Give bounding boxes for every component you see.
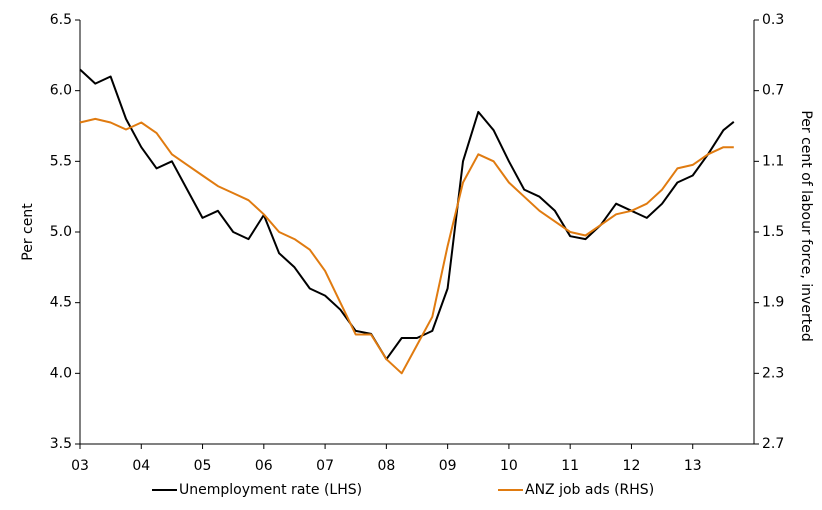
x-tick-label: 11 [561, 458, 579, 474]
x-tick-label: 13 [684, 458, 702, 474]
y2-axis-label: Per cent of labour force, inverted [798, 110, 814, 341]
x-tick-label: 06 [255, 458, 273, 474]
y2-tick-label: 1.9 [762, 295, 784, 311]
y2-tick-label: 2.7 [762, 436, 784, 452]
y-tick-label: 5.0 [50, 224, 72, 240]
x-tick-label: 07 [316, 458, 334, 474]
x-tick-label: 09 [439, 458, 457, 474]
x-tick-label: 08 [377, 458, 395, 474]
line-series [79, 68, 735, 361]
y2-tick-label: 2.3 [762, 365, 784, 381]
y2-tick-label: 0.3 [762, 12, 784, 28]
x-tick-label: 04 [132, 458, 150, 474]
y-tick-label: 5.5 [50, 153, 72, 169]
line-series [79, 117, 734, 375]
legend-label: ANZ job ads (RHS) [525, 482, 654, 498]
y-tick-label: 3.5 [50, 436, 72, 452]
x-tick-label: 12 [623, 458, 641, 474]
y-tick-label: 6.5 [50, 12, 72, 28]
x-tick-label: 10 [500, 458, 518, 474]
legend-label: Unemployment rate (LHS) [179, 482, 362, 498]
x-tick-label: 03 [71, 458, 89, 474]
x-tick-label: 05 [194, 458, 212, 474]
y2-tick-label: 0.7 [762, 83, 784, 99]
y-tick-label: 4.5 [50, 295, 72, 311]
y2-tick-label: 1.5 [762, 224, 784, 240]
y2-tick-label: 1.1 [762, 153, 784, 169]
y-axis-label: Per cent [20, 203, 36, 261]
y-tick-label: 6.0 [50, 83, 72, 99]
y-tick-label: 4.0 [50, 365, 72, 381]
